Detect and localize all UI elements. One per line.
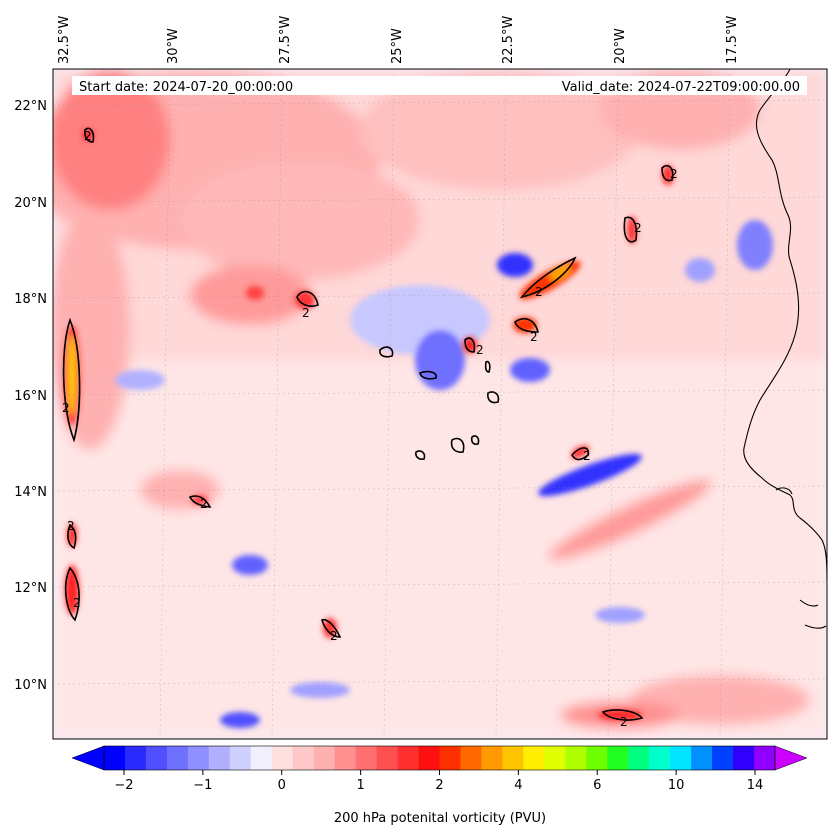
lat-label: 16°N	[14, 389, 47, 404]
contour-label: 2	[535, 285, 543, 299]
colorbar-cell	[418, 746, 440, 770]
colorbar-cell	[670, 746, 692, 770]
colorbar-tick-label: 10	[668, 778, 685, 793]
lat-label: 12°N	[14, 581, 47, 596]
contour-label: 2	[73, 596, 81, 610]
map-frame	[52, 68, 828, 740]
longitude-labels: 32.5°W 30°W 27.5°W 25°W 22.5°W 20°W 17.5…	[57, 16, 740, 64]
contour-label: 2	[620, 715, 628, 729]
contour-label: 2	[302, 306, 310, 320]
colorbar-tick-label: 1	[356, 778, 364, 793]
colorbar-cell	[649, 746, 671, 770]
colorbar-extend-high	[774, 745, 808, 771]
colorbar-cell	[397, 746, 420, 770]
colorbar-cell	[292, 746, 315, 770]
colorbar-cell	[187, 746, 210, 770]
colorbar-tick-label: 6	[593, 778, 601, 793]
contour-label: 2	[530, 330, 538, 344]
colorbar-cell	[355, 746, 378, 770]
colorbar-cell	[733, 746, 755, 770]
header: Start date: 2024-07-20_00:00:00 Valid_da…	[72, 76, 807, 95]
contour-label: 2	[84, 129, 92, 143]
start-date-text: Start date: 2024-07-20_00:00:00	[79, 80, 293, 95]
colorbar-cell	[523, 746, 545, 770]
colorbar-cell	[313, 746, 336, 770]
colorbar-cell	[460, 746, 482, 770]
colorbar-cell	[439, 746, 461, 770]
contour-label: 2	[583, 449, 591, 463]
pv-map: 2 2 2 2 2 2 2 2 2 2 2 2 2 2	[53, 69, 827, 739]
colorbar-cell	[376, 746, 399, 770]
colorbar-tick-label: 2	[435, 778, 443, 793]
colorbar-cell	[565, 746, 587, 770]
lon-label: 25°W	[390, 28, 405, 64]
lat-label: 10°N	[14, 678, 47, 693]
colorbar-cell	[607, 746, 629, 770]
colorbar-cell	[628, 746, 650, 770]
lat-label: 20°N	[14, 196, 47, 211]
lat-label: 14°N	[14, 485, 47, 500]
colorbar-cell	[271, 746, 294, 770]
colorbar-title: 200 hPa potenital vorticity (PVU)	[334, 811, 546, 826]
lon-label: 30°W	[166, 28, 181, 64]
contour-label: 2	[62, 401, 70, 415]
colorbar: −2 −1 0 1 2 4 6 10 14 200 hPa potenital vorticit…	[71, 745, 808, 826]
pv-2-contours	[62, 127, 674, 721]
contour-label: 2	[634, 221, 642, 235]
colorbar-cell	[145, 746, 168, 770]
lat-label: 22°N	[14, 99, 47, 114]
colorbar-tick-label: −1	[193, 778, 212, 793]
colorbar-tick-label: 14	[747, 778, 764, 793]
lon-label: 20°W	[613, 28, 628, 64]
lon-label: 22.5°W	[501, 16, 516, 64]
colorbar-tick-label: −2	[114, 778, 133, 793]
coastline	[775, 487, 827, 629]
coastline	[743, 69, 827, 581]
colorbar-cell	[712, 746, 734, 770]
colorbar-cell	[229, 746, 252, 770]
colorbar-cell	[250, 746, 273, 770]
contour-label: 2	[330, 629, 338, 643]
colorbar-ticks: −2 −1 0 1 2 4 6 10 14	[114, 770, 763, 793]
latitude-labels: 22°N 20°N 18°N 16°N 14°N 12°N 10°N	[14, 99, 47, 693]
lon-label: 27.5°W	[278, 16, 293, 64]
pv-positive-field	[53, 69, 827, 739]
colorbar-cells	[104, 746, 776, 770]
colorbar-cell	[481, 746, 503, 770]
colorbar-cell	[754, 746, 776, 770]
contour-label: 2	[670, 167, 678, 181]
contour-label: 2	[476, 343, 484, 357]
colorbar-tick-label: 4	[514, 778, 522, 793]
gridlines	[53, 69, 827, 739]
contour-label: 2	[200, 497, 208, 511]
lon-label: 32.5°W	[57, 16, 72, 64]
colorbar-tick-label: 0	[278, 778, 286, 793]
contour-labels: 2 2 2 2 2 2 2 2 2 2 2 2 2 2	[62, 129, 678, 729]
colorbar-cell	[334, 746, 357, 770]
colorbar-cell	[502, 746, 524, 770]
colorbar-cell	[124, 746, 147, 770]
pv-negative-field	[115, 220, 773, 728]
colorbar-cell	[104, 746, 126, 770]
colorbar-cell	[166, 746, 189, 770]
lat-label: 18°N	[14, 292, 47, 307]
colorbar-extend-low	[71, 745, 105, 771]
colorbar-cell	[544, 746, 566, 770]
colorbar-cell	[586, 746, 608, 770]
lon-label: 17.5°W	[725, 16, 740, 64]
colorbar-cell	[208, 746, 231, 770]
valid-date-text: Valid_date: 2024-07-22T09:00:00.00	[562, 80, 800, 95]
colorbar-cell	[691, 746, 713, 770]
contour-label: 2	[67, 519, 75, 533]
